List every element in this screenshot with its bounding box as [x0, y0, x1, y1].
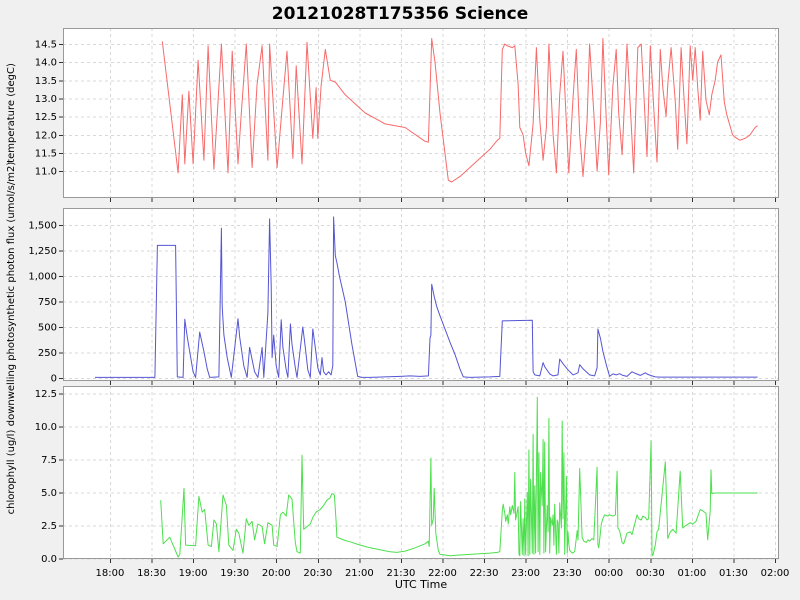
- x-tick-label: 02:00: [761, 568, 790, 579]
- x-tick-label: 19:00: [179, 568, 208, 579]
- y-tick-label: 12.5: [35, 112, 57, 123]
- y-ticks: 0.0 2.5 5.0 7.5 10.0 12.5: [35, 389, 63, 565]
- plot-border: [63, 28, 779, 198]
- x-tick-label: 21:30: [387, 568, 416, 579]
- x-tick-label: 20:30: [303, 568, 332, 579]
- y-tick-label: 11.0: [35, 167, 57, 178]
- y-tick-label: 2.5: [41, 521, 57, 532]
- subplot-chlorophyll: 0.0 2.5 5.0 7.5 10.0 12.5 18:00 18:30 19:00 19:30…: [35, 386, 790, 579]
- y-tick-label: 0: [51, 373, 57, 384]
- x-tick-label: 00:30: [636, 568, 665, 579]
- x-ticks: [109, 381, 777, 385]
- x-tick-label: 20:00: [262, 568, 291, 579]
- series-line-temperature: [161, 38, 758, 183]
- subplot-photon-flux: 0 250 500 750 1,000 1,250 1,500: [28, 208, 779, 385]
- plots-render-root: 11.0 11.5 12.0 12.5 13.0 13.5 14.0 14.5 0 250 500 7…: [28, 28, 789, 579]
- y-tick-label: 750: [38, 297, 57, 308]
- subplot-temperature: 11.0 11.5 12.0 12.5 13.0 13.5 14.0 14.5: [35, 28, 779, 202]
- y-tick-label: 11.5: [35, 148, 57, 159]
- y-tick-label: 1,250: [28, 246, 57, 257]
- y-tick-label: 14.5: [35, 39, 57, 50]
- x-tick-label: 19:30: [220, 568, 249, 579]
- x-tick-label: 23:00: [511, 568, 540, 579]
- x-tick-label: 18:30: [137, 568, 166, 579]
- series-line-chlorophyll: [160, 396, 758, 558]
- y-tick-label: 1,000: [28, 271, 57, 282]
- y-tick-label: 250: [38, 348, 57, 359]
- y-tick-label: 7.5: [41, 455, 57, 466]
- y-tick-label: 1,500: [28, 221, 57, 232]
- x-tick-label: 23:30: [553, 568, 582, 579]
- x-tick-label: 01:00: [677, 568, 706, 579]
- x-axis-label: UTC Time: [395, 578, 447, 591]
- figure-title: 20121028T175356 Science: [272, 4, 529, 24]
- y-tick-label: 12.0: [35, 130, 57, 141]
- y-tick-label: 5.0: [41, 488, 57, 499]
- y-tick-label: 10.0: [35, 422, 57, 433]
- x-tick-label: 00:00: [594, 568, 623, 579]
- x-tick-label: 01:30: [719, 568, 748, 579]
- y-axis-label-chlorophyll: chlorophyll (ug/l): [6, 430, 17, 515]
- y-axis-label-temperature: temperature (degC): [6, 63, 17, 163]
- y-tick-label: 13.0: [35, 94, 57, 105]
- x-tick-label: 18:00: [96, 568, 125, 579]
- x-ticks: [109, 198, 777, 202]
- x-tick-label: 21:00: [345, 568, 374, 579]
- series-line-photon-flux: [95, 216, 758, 378]
- y-tick-label: 0.0: [41, 554, 57, 565]
- plot-border: [63, 208, 779, 381]
- y-ticks: 0 250 500 750 1,000 1,250 1,500: [28, 221, 63, 384]
- y-tick-label: 13.5: [35, 76, 57, 87]
- x-ticks: 18:00 18:30 19:00 19:30 20:00 20:30 21:00 21:30…: [96, 559, 790, 579]
- plot-border: [63, 386, 779, 559]
- y-tick-label: 14.0: [35, 58, 57, 69]
- plot-area-photon-flux: [63, 208, 779, 381]
- gridlines: [63, 208, 779, 381]
- plot-area-chlorophyll: [63, 386, 779, 559]
- y-axis-label-photon-flux: downwelling photosynthetic photon flux (…: [6, 162, 17, 427]
- x-tick-label: 22:00: [428, 568, 457, 579]
- y-tick-label: 500: [38, 322, 57, 333]
- x-tick-label: 22:30: [470, 568, 499, 579]
- y-ticks: 11.0 11.5 12.0 12.5 13.0 13.5 14.0 14.5: [35, 39, 63, 178]
- y-tick-label: 12.5: [35, 389, 57, 400]
